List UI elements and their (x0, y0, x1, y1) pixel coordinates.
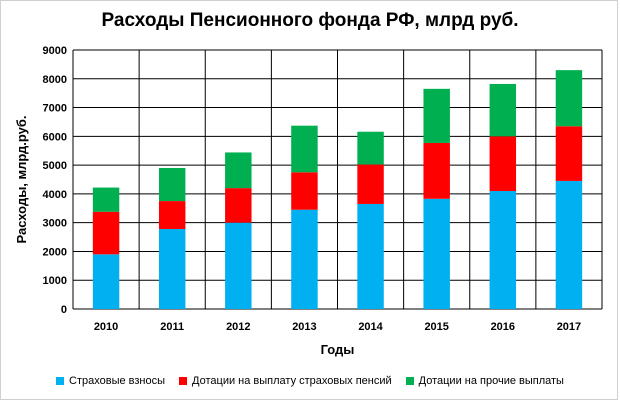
bar-segment (357, 203, 384, 309)
x-tick-label: 2017 (557, 321, 581, 333)
y-axis-label: Расходы, млрд.руб. (14, 115, 29, 243)
bar-segment (225, 188, 252, 223)
bar-segment (423, 88, 450, 143)
bar-segment (291, 209, 318, 309)
bar-segment (555, 126, 583, 181)
y-tick-label: 2000 (43, 246, 67, 258)
y-tick-label: 3000 (43, 218, 67, 230)
legend-item: Дотации на прочие выплаты (405, 375, 564, 387)
bar-segment (225, 222, 252, 309)
x-tick-label: 2016 (491, 321, 515, 333)
bar-segment (489, 136, 517, 192)
x-tick-label: 2015 (424, 321, 448, 333)
chart-title: Расходы Пенсионного фонда РФ, млрд руб. (101, 10, 519, 31)
legend-item: Дотации на выплату страховых пенсий (179, 375, 392, 387)
x-tick-label: 2012 (226, 321, 250, 333)
bar-segment (225, 152, 252, 189)
legend-label: Дотации на прочие выплаты (418, 375, 564, 387)
x-axis-label: Годы (321, 342, 355, 357)
legend-swatch (56, 377, 65, 385)
y-tick-label: 7000 (43, 103, 67, 115)
x-tick-label: 2010 (94, 321, 118, 333)
bar-segment (357, 164, 384, 204)
bar-segment (555, 70, 583, 127)
legend-item: Страховые взносы (56, 375, 165, 387)
bar-segment (423, 142, 450, 199)
chart-legend: Страховые взносы Дотации на выплату страх… (0, 375, 620, 387)
y-tick-label: 9000 (43, 45, 67, 57)
y-tick-label: 1000 (43, 275, 67, 287)
y-tick-label: 0 (61, 304, 67, 316)
bar-segment (92, 187, 120, 212)
bar-segment (489, 83, 517, 137)
bar-segment (92, 211, 120, 255)
bar-segment (489, 191, 517, 309)
y-tick-label: 4000 (43, 189, 67, 201)
bar-segment (423, 198, 450, 309)
x-tick-label: 2014 (358, 321, 383, 333)
bar-segment (158, 201, 186, 229)
bar-segment (158, 167, 186, 202)
bar-segment (555, 180, 583, 309)
legend-swatch (405, 377, 414, 385)
y-tick-label: 6000 (43, 131, 67, 143)
bar-segment (357, 131, 384, 165)
legend-label: Страховые взносы (69, 375, 166, 387)
y-tick-label: 8000 (43, 74, 67, 86)
legend-label: Дотации на выплату страховых пенсий (192, 375, 392, 387)
bar-segment (92, 254, 120, 309)
x-tick-label: 2011 (160, 321, 184, 333)
bar-segment (158, 228, 186, 309)
legend-swatch (179, 377, 188, 385)
y-tick-label: 5000 (43, 160, 67, 172)
bar-segment (291, 172, 318, 210)
x-tick-label: 2013 (292, 321, 316, 333)
bar-segment (291, 125, 318, 173)
